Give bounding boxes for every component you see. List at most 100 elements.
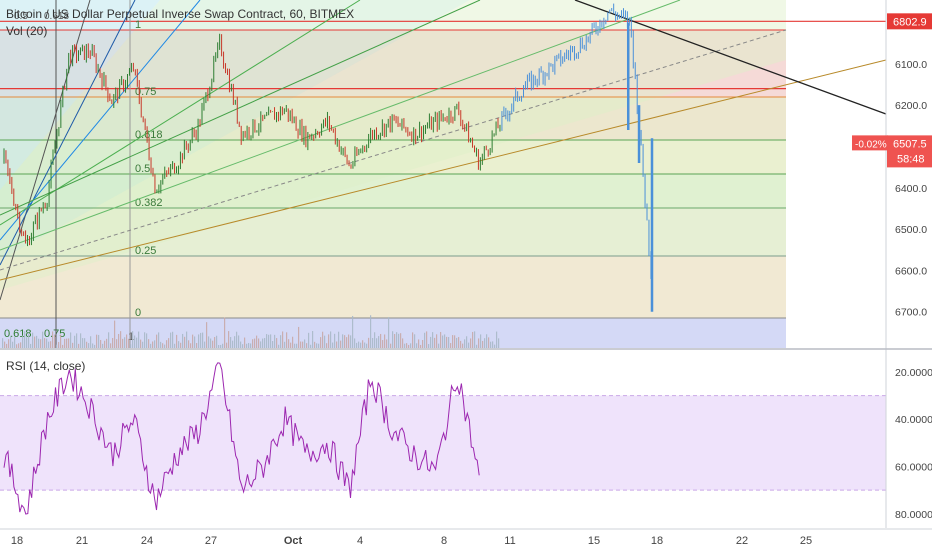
- volume-bar: [156, 334, 158, 348]
- volume-bar: [428, 344, 430, 348]
- volume-bar: [110, 343, 112, 348]
- volume-bar: [16, 344, 18, 348]
- volume-bar: [260, 341, 262, 348]
- time-axis-tick: 24: [141, 535, 153, 547]
- volume-bar: [446, 336, 448, 348]
- volume-bar: [90, 336, 92, 348]
- volume-bar: [104, 340, 106, 348]
- price-axis-tick: 6100.0: [895, 59, 927, 71]
- volume-bar: [432, 332, 434, 348]
- volume-bar: [78, 343, 80, 348]
- volume-bar: [18, 343, 20, 348]
- volume-bar: [422, 340, 424, 348]
- pct-change-tag: [852, 135, 888, 151]
- volume-bar: [448, 337, 450, 348]
- fan-zone-lime: [0, 0, 786, 290]
- volume-bar: [140, 339, 142, 348]
- volume-bar: [188, 340, 190, 348]
- volume-bar: [492, 341, 494, 348]
- volume-bar: [464, 339, 466, 348]
- volume-bar: [270, 334, 272, 348]
- volume-bar: [148, 339, 150, 348]
- volume-bar: [32, 332, 34, 348]
- volume-bar: [132, 331, 134, 348]
- fib-level-label: 0.75: [135, 86, 156, 98]
- volume-bar: [182, 333, 184, 348]
- volume-bar: [88, 343, 90, 348]
- volume-bar: [242, 344, 244, 348]
- time-axis-tick: 22: [736, 535, 748, 547]
- volume-bar: [486, 334, 488, 348]
- volume-bar: [210, 338, 212, 348]
- volume-bar: [54, 334, 56, 348]
- volume-bar: [250, 343, 252, 348]
- volume-bar: [366, 343, 368, 348]
- last-price-tag: [887, 135, 932, 168]
- volume-bar: [490, 341, 492, 348]
- volume-bar: [376, 338, 378, 348]
- volume-bar: [76, 333, 78, 348]
- volume-bar: [282, 331, 284, 348]
- volume-bar: [168, 338, 170, 348]
- volume-bar: [362, 340, 364, 348]
- time-axis-tick: 8: [441, 535, 447, 547]
- volume-bar: [62, 344, 64, 348]
- volume-bar: [350, 335, 352, 348]
- volume-bar: [254, 338, 256, 348]
- volume-bar: [28, 334, 30, 348]
- volume-bar: [122, 338, 124, 348]
- volume-bar: [60, 334, 62, 348]
- volume-bar: [2, 338, 4, 348]
- volume-bar: [72, 342, 74, 348]
- volume-bar: [208, 336, 210, 348]
- volume-bar: [382, 340, 384, 348]
- volume-bar: [162, 343, 164, 348]
- volume-bar: [314, 341, 316, 348]
- volume-bar: [370, 315, 372, 348]
- rsi-axis-tick: 20.0000: [895, 367, 932, 379]
- volume-bar: [172, 331, 174, 348]
- volume-bar: [396, 332, 398, 348]
- volume-bar: [294, 343, 296, 348]
- volume-bar: [456, 337, 458, 348]
- time-axis-tick: 21: [76, 535, 88, 547]
- volume-bar: [390, 343, 392, 348]
- volume-bar: [42, 331, 44, 348]
- volume-bar: [74, 335, 76, 348]
- fan-zone-green: [0, 0, 470, 260]
- volume-bar: [346, 337, 348, 348]
- volume-bar: [356, 342, 358, 348]
- volume-bar: [360, 342, 362, 348]
- volume-bar: [12, 341, 14, 348]
- volume-bar: [120, 331, 122, 348]
- volume-bar: [40, 339, 42, 348]
- volume-bar: [30, 343, 32, 348]
- volume-bar: [212, 340, 214, 348]
- volume-bar: [342, 334, 344, 348]
- volume-bar: [220, 344, 222, 348]
- volume-bar: [224, 317, 226, 348]
- volume-bar: [56, 344, 58, 348]
- volume-bar: [426, 331, 428, 348]
- fib-left-label: 0.618: [4, 328, 32, 340]
- volume-bar: [372, 337, 374, 348]
- volume-bar: [276, 338, 278, 348]
- fan-line: [0, 0, 681, 251]
- fib-fan-lines[interactable]: [0, 0, 887, 348]
- volume-bar: [200, 332, 202, 348]
- volume-bar: [262, 338, 264, 348]
- volume-bar: [58, 341, 60, 348]
- volume-bar: [394, 333, 396, 348]
- volume-bar: [290, 342, 292, 348]
- volume-bar: [482, 340, 484, 348]
- volume-bar: [152, 341, 154, 348]
- fib-top-label: 0.618: [44, 11, 69, 22]
- volume-bar: [160, 341, 162, 348]
- volume-bar: [34, 336, 36, 348]
- volume-bar: [414, 334, 416, 348]
- volume-bar: [438, 343, 440, 348]
- rsi-line: [3, 362, 480, 515]
- volume-bar: [306, 343, 308, 348]
